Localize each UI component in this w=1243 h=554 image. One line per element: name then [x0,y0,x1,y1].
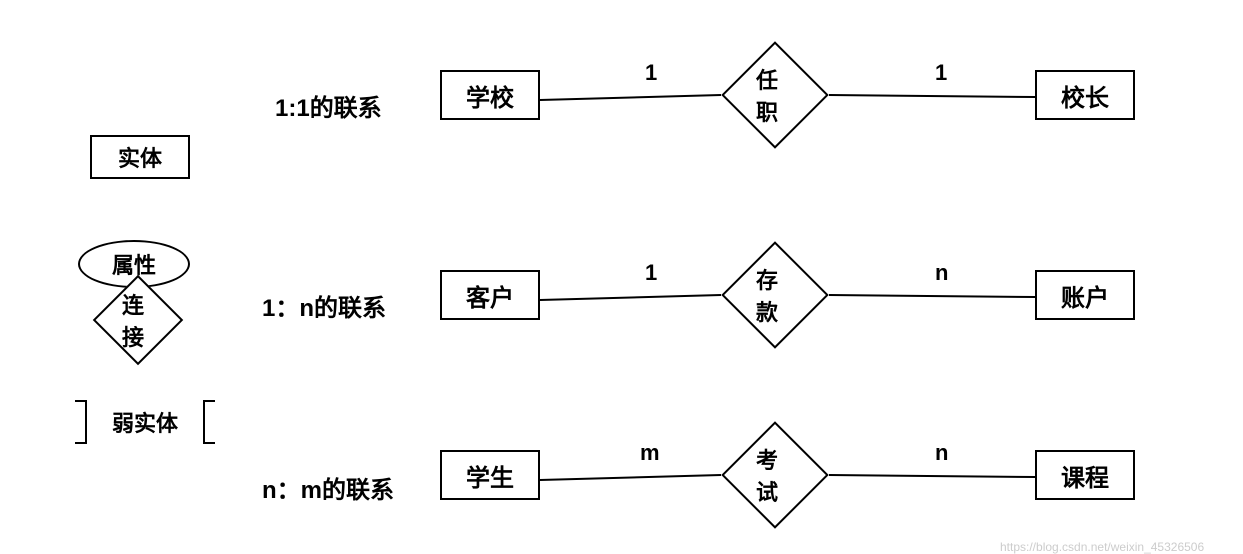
row-2-relationship-diamond-label: 考试 [756,443,794,507]
row-0-entity-right: 校长 [1035,70,1135,120]
row-1-entity-right-label: 账户 [1061,278,1109,313]
legend-weak-entity-inner: 弱实体 [85,400,205,444]
row-2-cardinality-left: m [640,440,660,466]
row-2-relationship-diamond: 考试 [737,437,813,513]
row-2-title: n：m的联系 [262,470,394,505]
row-0-entity-left: 学校 [440,70,540,120]
row-2-entity-right-label: 课程 [1061,458,1109,493]
row-1-cardinality-left: 1 [645,260,657,286]
legend-weak-entity-label: 弱实体 [112,406,178,438]
row-1-entity-right: 账户 [1035,270,1135,320]
legend-connect-diamond: 连接 [106,288,170,352]
legend-entity-label: 实体 [118,141,162,173]
row-0-cardinality-left: 1 [645,60,657,86]
connector-line [829,475,1035,477]
watermark-text: https://blog.csdn.net/weixin_45326506 [1000,540,1204,554]
row-1-title: 1：n的联系 [262,288,386,323]
row-0-relationship-diamond-label: 任职 [756,63,794,127]
row-0-entity-left-label: 学校 [466,78,514,113]
row-0-entity-right-label: 校长 [1061,78,1109,113]
row-0-cardinality-right: 1 [935,60,947,86]
row-1-entity-left-label: 客户 [466,278,514,313]
row-1-cardinality-right: n [935,260,948,286]
row-2-cardinality-right: n [935,440,948,466]
row-2-entity-left-label: 学生 [466,458,514,493]
row-0-relationship-diamond: 任职 [737,57,813,133]
connector-line [540,295,721,300]
row-2-entity-right: 课程 [1035,450,1135,500]
legend-attribute-label: 属性 [112,248,156,280]
row-2-entity-left: 学生 [440,450,540,500]
row-1-entity-left: 客户 [440,270,540,320]
row-0-title: 1:1的联系 [275,88,382,123]
connector-line [829,295,1035,297]
legend-entity-box: 实体 [90,135,190,179]
connector-line [540,475,721,480]
connector-line [540,95,721,100]
row-1-relationship-diamond-label: 存款 [756,263,794,327]
row-1-relationship-diamond: 存款 [737,257,813,333]
legend-connect-label: 连接 [122,288,154,352]
connector-line [829,95,1035,97]
